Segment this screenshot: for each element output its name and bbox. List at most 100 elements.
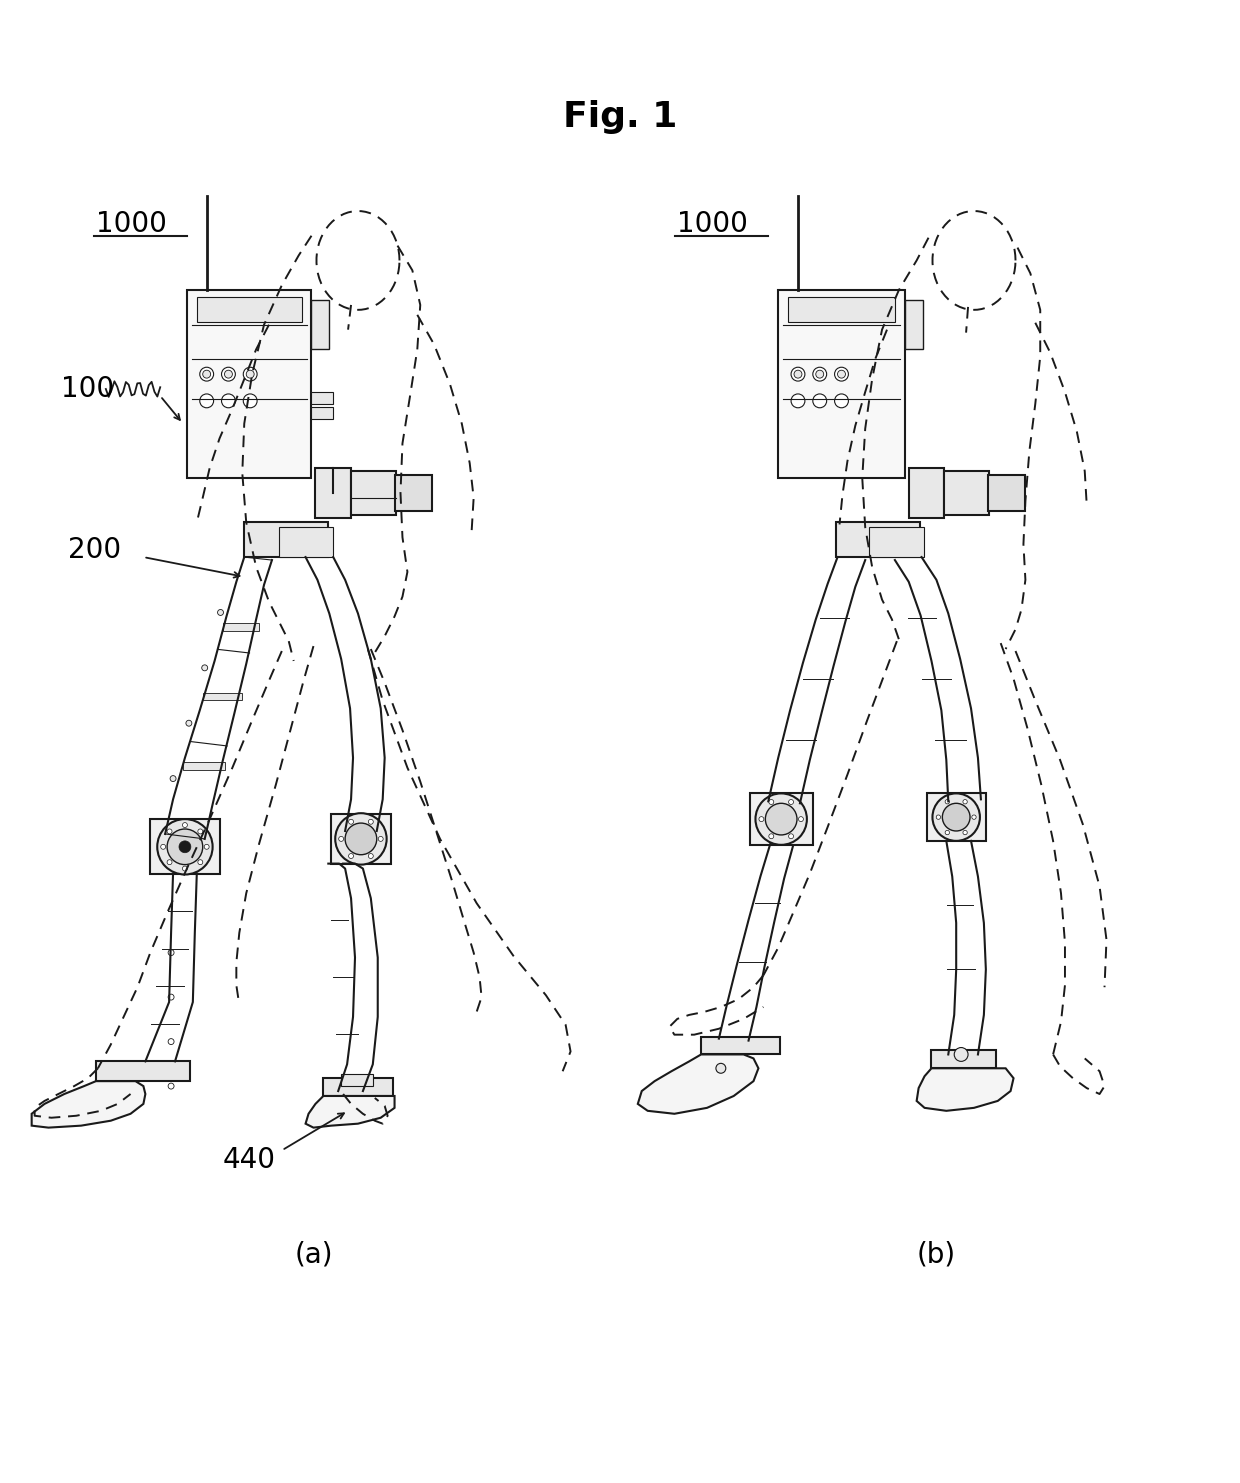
Text: 1000: 1000 [677, 211, 748, 237]
Bar [202, 693, 242, 700]
Bar [905, 300, 923, 350]
Circle shape [202, 664, 207, 670]
Circle shape [169, 949, 174, 955]
Bar [341, 1074, 373, 1086]
Circle shape [812, 394, 827, 408]
Circle shape [167, 860, 172, 865]
Circle shape [835, 368, 848, 381]
Circle shape [170, 776, 176, 782]
Circle shape [945, 830, 950, 835]
Circle shape [200, 394, 213, 408]
Bar [315, 469, 351, 518]
Bar [749, 793, 812, 845]
Circle shape [243, 394, 257, 408]
Circle shape [182, 823, 187, 828]
Circle shape [945, 799, 950, 804]
Bar [909, 469, 945, 518]
Text: 100: 100 [61, 375, 114, 403]
Bar [836, 522, 920, 558]
Bar [244, 522, 329, 558]
Circle shape [963, 799, 967, 804]
Circle shape [169, 1083, 174, 1089]
Bar [187, 291, 311, 478]
Circle shape [816, 371, 823, 378]
Bar [95, 1062, 190, 1081]
Circle shape [759, 817, 764, 822]
Circle shape [936, 816, 941, 819]
Circle shape [345, 823, 377, 854]
Circle shape [167, 829, 202, 865]
Circle shape [161, 844, 166, 850]
Circle shape [222, 394, 236, 408]
Text: 200: 200 [68, 537, 122, 564]
Circle shape [368, 819, 373, 825]
Circle shape [378, 836, 383, 841]
Text: Fig. 1: Fig. 1 [563, 99, 677, 133]
Bar [184, 762, 226, 770]
Text: 1000: 1000 [95, 211, 167, 237]
Circle shape [182, 866, 187, 871]
Circle shape [837, 371, 846, 378]
Circle shape [963, 830, 967, 835]
Circle shape [348, 819, 353, 825]
Circle shape [157, 819, 212, 875]
Bar [311, 406, 334, 418]
Circle shape [972, 816, 976, 819]
Circle shape [247, 371, 254, 378]
Bar [324, 1078, 393, 1096]
Circle shape [789, 833, 794, 839]
Bar [945, 472, 988, 515]
Circle shape [942, 804, 970, 830]
Circle shape [217, 610, 223, 615]
Bar [222, 623, 259, 632]
Polygon shape [305, 1096, 394, 1127]
Bar [311, 392, 334, 403]
Circle shape [799, 817, 804, 822]
Circle shape [243, 368, 257, 381]
Circle shape [198, 860, 203, 865]
Circle shape [205, 844, 210, 850]
Bar [789, 297, 895, 322]
Circle shape [167, 829, 172, 833]
Circle shape [222, 368, 236, 381]
Bar [869, 528, 924, 558]
Circle shape [791, 394, 805, 408]
Bar [351, 472, 396, 515]
Bar [197, 297, 301, 322]
Text: 440: 440 [223, 1146, 275, 1175]
Bar [279, 528, 334, 558]
Text: (a): (a) [294, 1240, 332, 1268]
Circle shape [794, 371, 802, 378]
Text: (b): (b) [916, 1240, 956, 1268]
Circle shape [179, 841, 191, 853]
Circle shape [348, 854, 353, 859]
Circle shape [715, 1063, 725, 1074]
Circle shape [765, 804, 797, 835]
Circle shape [224, 371, 232, 378]
Circle shape [755, 793, 807, 845]
Bar [926, 793, 986, 841]
Circle shape [789, 799, 794, 804]
Circle shape [835, 394, 848, 408]
Circle shape [769, 799, 774, 804]
Circle shape [335, 813, 387, 865]
Circle shape [169, 994, 174, 1000]
Bar [931, 1050, 996, 1068]
Circle shape [955, 1047, 968, 1062]
Circle shape [198, 829, 203, 833]
Bar [779, 291, 905, 478]
Polygon shape [637, 1054, 759, 1114]
Polygon shape [32, 1081, 145, 1127]
Bar [394, 475, 432, 510]
Circle shape [812, 368, 827, 381]
Bar [311, 300, 330, 350]
Bar [701, 1037, 780, 1054]
Polygon shape [916, 1068, 1013, 1111]
Circle shape [169, 1038, 174, 1044]
Circle shape [368, 854, 373, 859]
Circle shape [339, 836, 343, 841]
Circle shape [769, 833, 774, 839]
Circle shape [932, 793, 980, 841]
Bar [988, 475, 1025, 510]
Circle shape [200, 368, 213, 381]
